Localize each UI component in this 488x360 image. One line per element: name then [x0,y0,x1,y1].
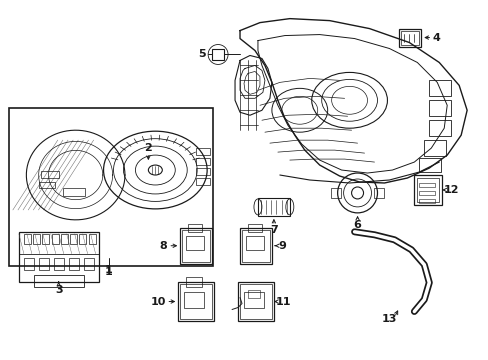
Bar [419,183,434,187]
Text: 4: 4 [431,32,439,42]
Text: 12: 12 [443,185,458,195]
Bar [419,158,440,172]
Bar [428,80,450,96]
Text: 1: 1 [104,267,112,276]
Bar [374,188,384,198]
Bar [188,224,202,232]
Text: 6: 6 [353,220,361,230]
Bar [180,228,212,264]
Bar [428,100,450,116]
Bar [186,236,203,250]
Bar [416,178,438,202]
Bar [62,188,84,196]
Bar [19,232,99,282]
Bar [247,224,262,232]
Bar [428,120,450,136]
Bar [240,284,271,319]
Bar [24,234,31,244]
Bar [70,234,77,244]
Bar [244,292,264,307]
Bar [24,258,34,270]
Bar [424,140,446,156]
Text: 2: 2 [144,143,152,153]
Bar [196,178,210,185]
Bar [39,258,49,270]
Text: 9: 9 [277,241,285,251]
Bar [52,234,59,244]
Bar [184,292,203,307]
Text: 10: 10 [150,297,166,306]
Bar [242,230,269,262]
Bar [180,284,212,319]
Bar [240,228,271,264]
Bar [9,108,213,266]
Bar [61,234,68,244]
Bar [186,276,202,287]
Bar [212,49,224,60]
Bar [88,234,95,244]
Bar [39,182,55,188]
Text: 1: 1 [104,265,112,275]
Bar [330,188,340,198]
Bar [419,199,434,203]
Bar [196,158,210,165]
Bar [413,175,441,205]
Bar [245,236,264,250]
Bar [68,258,79,270]
Bar [41,171,59,178]
Text: 13: 13 [381,314,396,324]
Bar [258,198,289,216]
Text: 11: 11 [276,297,291,306]
Bar [182,230,210,262]
Bar [54,258,63,270]
Bar [399,28,421,46]
Bar [79,234,86,244]
Bar [401,31,419,45]
Bar [42,234,49,244]
Text: 7: 7 [269,225,277,235]
Text: 8: 8 [159,241,167,251]
Bar [247,289,260,298]
Bar [178,282,214,321]
Bar [196,168,210,175]
Bar [196,148,210,155]
Text: 5: 5 [198,49,205,59]
Bar [34,275,83,287]
Bar [33,234,40,244]
Bar [238,282,273,321]
Bar [83,258,93,270]
Bar [419,191,434,195]
Text: 3: 3 [55,284,62,294]
